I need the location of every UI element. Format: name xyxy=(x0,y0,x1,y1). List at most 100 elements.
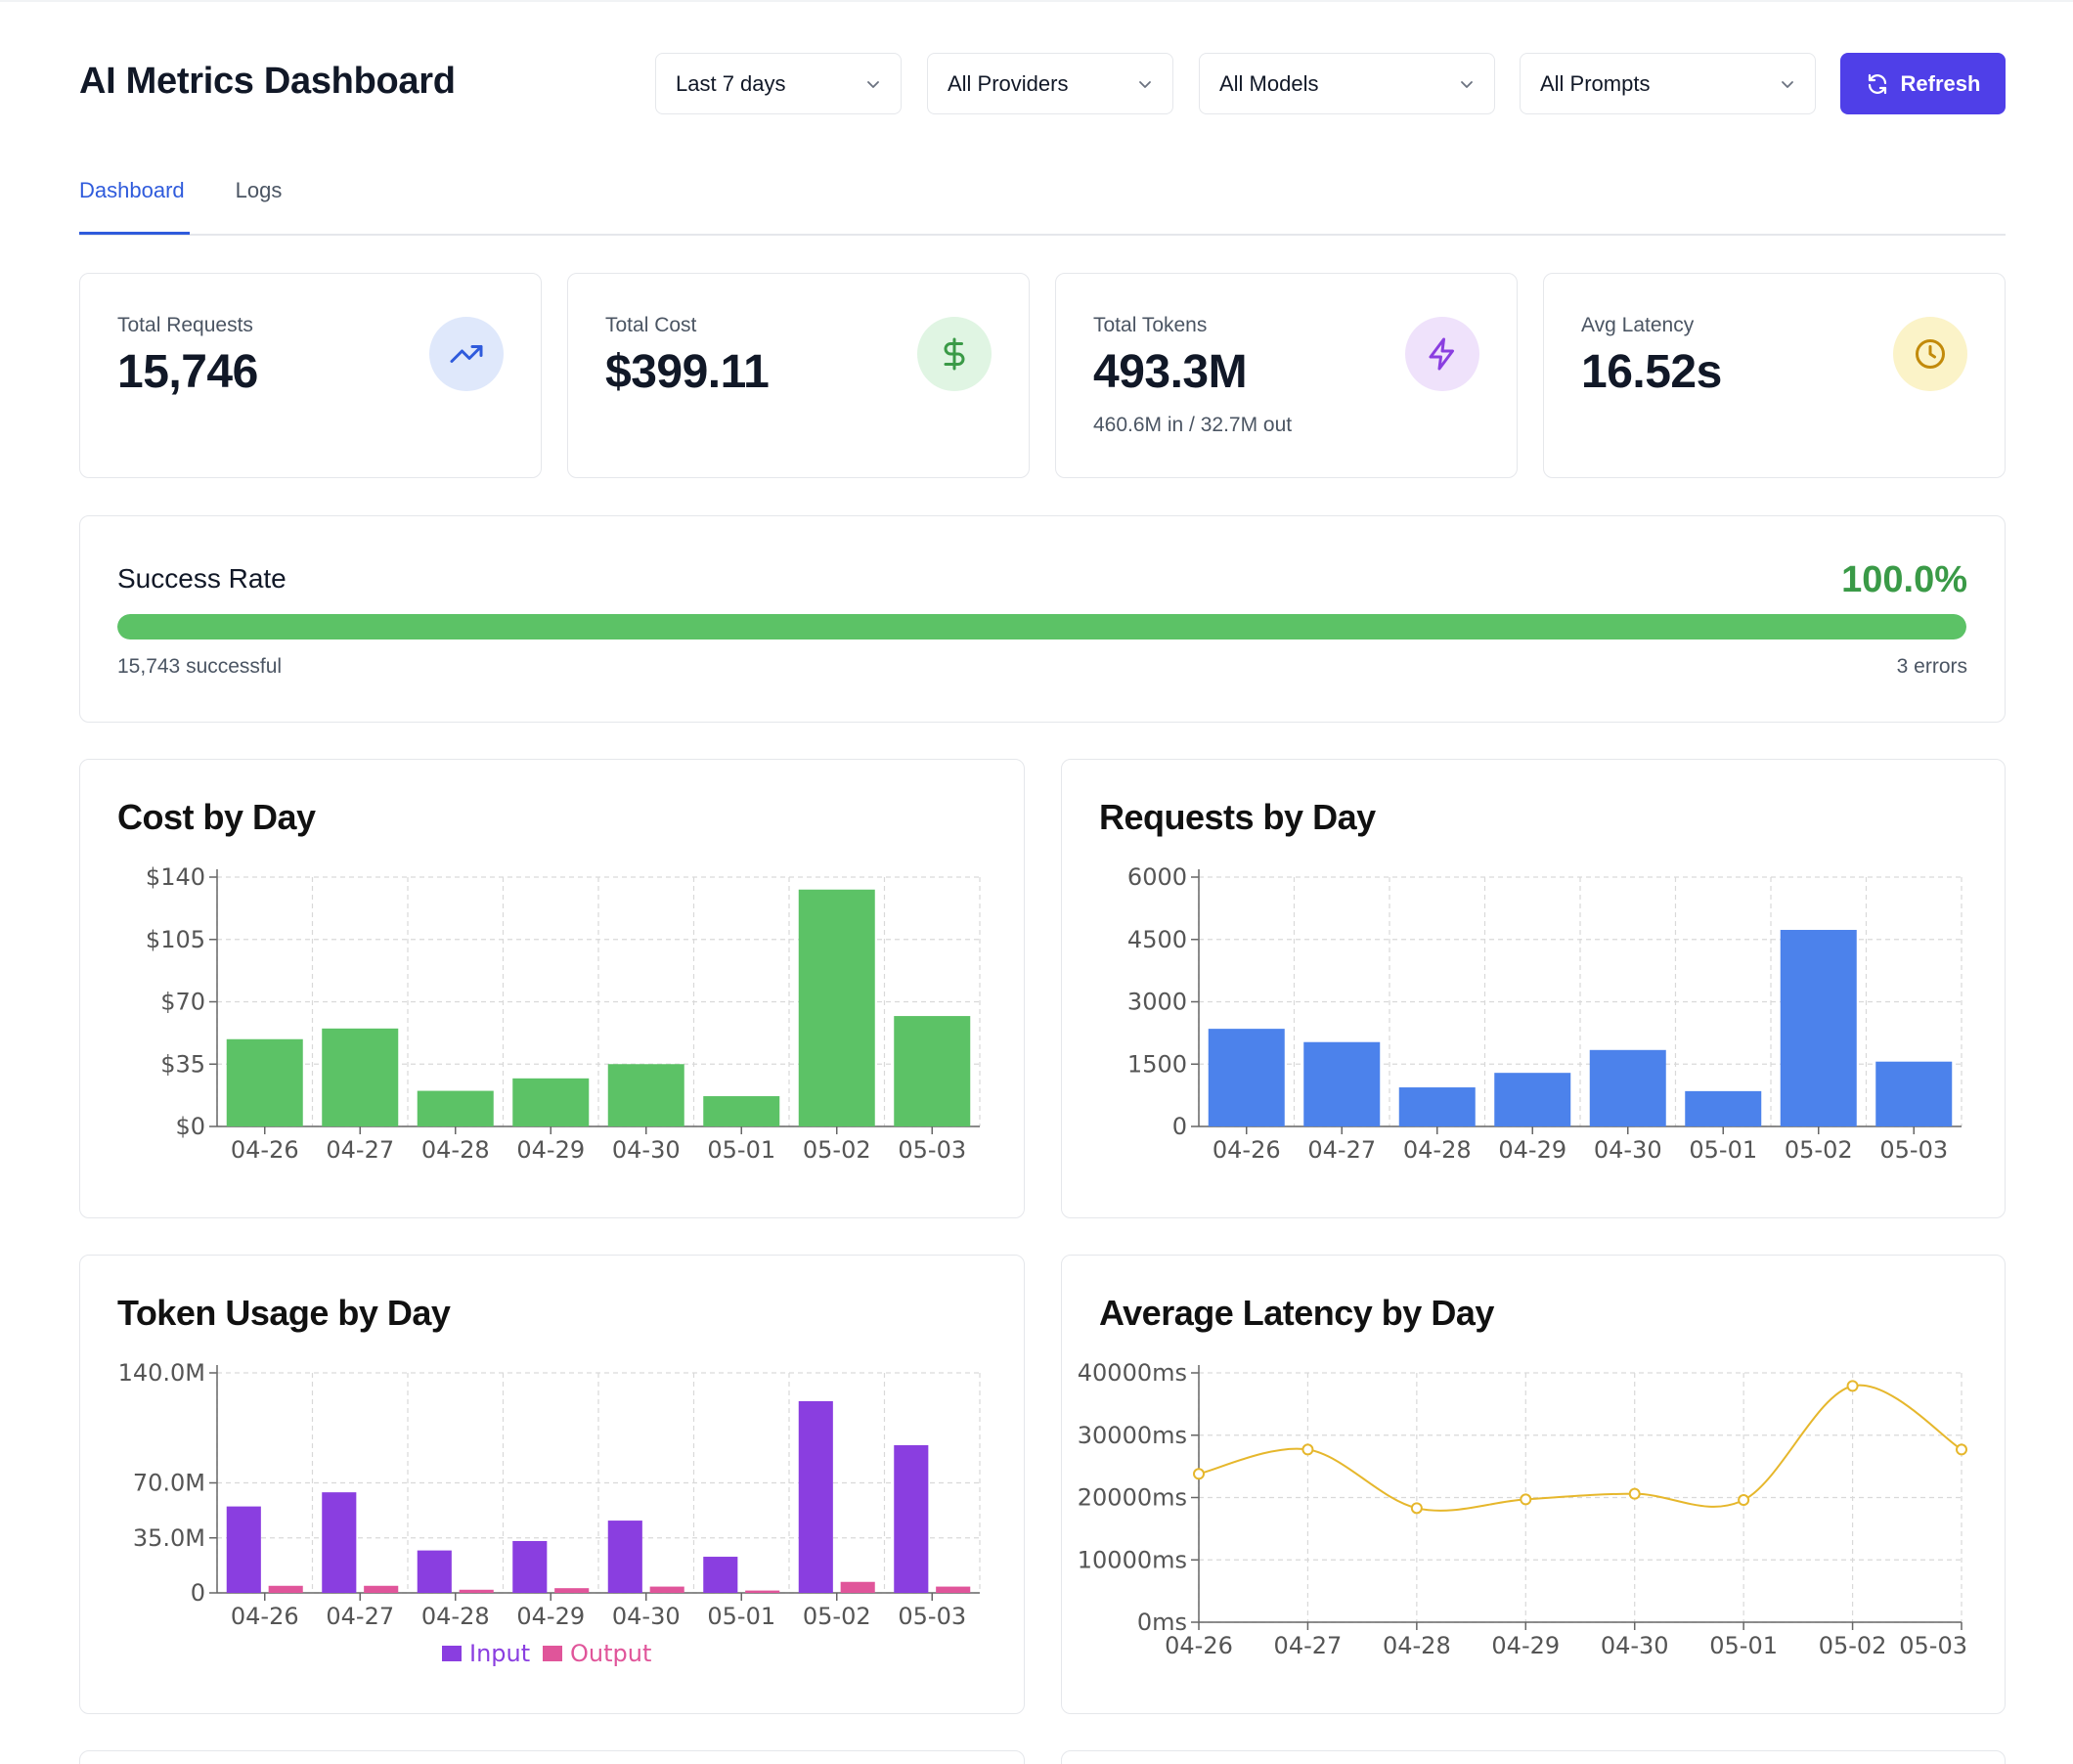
output-bar xyxy=(268,1585,303,1593)
bar xyxy=(322,1028,399,1126)
y-tick-label: 6000 xyxy=(1127,863,1187,891)
avg-latency-chart: 0ms 10000ms 20000ms 30000ms 40000ms 04-26 04-2… xyxy=(1078,1359,1967,1659)
chart-title: Cost by Day xyxy=(117,797,316,837)
input-bar xyxy=(512,1540,548,1593)
data-point xyxy=(1738,1494,1750,1507)
bar xyxy=(1780,929,1857,1126)
y-tick-label: $105 xyxy=(146,926,205,953)
x-tick-label: 04-29 xyxy=(516,1136,585,1164)
stat-label: Total Cost xyxy=(605,314,697,336)
x-tick-label: 05-02 xyxy=(803,1136,871,1164)
x-tick-label: 05-03 xyxy=(1879,1136,1948,1164)
chevron-down-icon xyxy=(867,80,879,88)
data-point xyxy=(1301,1443,1314,1456)
bar xyxy=(1589,1049,1666,1126)
x-tick-label: 04-28 xyxy=(1403,1136,1472,1164)
x-tick-label: 05-02 xyxy=(803,1603,871,1630)
bar xyxy=(1208,1029,1285,1126)
stat-value: $399.11 xyxy=(605,346,770,398)
input-bar xyxy=(607,1521,642,1593)
legend-label-input: Input xyxy=(469,1640,530,1667)
latency-line xyxy=(1198,1384,1963,1512)
output-bar xyxy=(649,1586,684,1593)
tab-divider xyxy=(79,234,2006,236)
bar xyxy=(798,889,875,1126)
x-tick-label: 04-26 xyxy=(1213,1136,1281,1164)
x-tick-label: 05-01 xyxy=(707,1136,775,1164)
x-tick-label: 05-03 xyxy=(1899,1632,1967,1659)
y-tick-label: 40000ms xyxy=(1078,1359,1187,1387)
page-title: AI Metrics Dashboard xyxy=(79,61,456,102)
stat-value: 493.3M xyxy=(1093,346,1248,398)
y-tick-label: 1500 xyxy=(1127,1050,1187,1078)
chevron-down-icon xyxy=(1461,80,1473,88)
success-rate-card: Success Rate 100.0% 15,743 successful 3 … xyxy=(79,515,2006,723)
output-bar xyxy=(840,1581,875,1593)
next-chart-card xyxy=(79,1750,1025,1764)
stat-label: Total Requests xyxy=(117,314,253,336)
data-point xyxy=(1628,1487,1641,1500)
x-tick-label: 04-27 xyxy=(326,1603,394,1630)
date-range-value: Last 7 days xyxy=(676,70,786,96)
x-tick-label: 04-27 xyxy=(1274,1632,1343,1659)
date-range-select[interactable]: Last 7 days xyxy=(655,53,902,114)
clock-icon xyxy=(1893,317,1967,391)
x-tick-label: 04-29 xyxy=(516,1603,585,1630)
model-select[interactable]: All Models xyxy=(1199,53,1495,114)
bar xyxy=(703,1096,780,1126)
y-tick-label: 3000 xyxy=(1127,989,1187,1016)
chevron-down-icon xyxy=(1782,80,1793,88)
bar xyxy=(226,1038,303,1126)
data-point xyxy=(1956,1443,1967,1456)
input-bar xyxy=(417,1550,452,1593)
bar xyxy=(1685,1090,1762,1126)
input-bar xyxy=(703,1557,738,1593)
y-tick-label: 0 xyxy=(1172,1113,1187,1140)
refresh-icon xyxy=(1868,73,1886,94)
success-rate-value: 100.0% xyxy=(1841,559,1967,600)
tab-dashboard[interactable]: Dashboard xyxy=(79,178,185,202)
prompt-select[interactable]: All Prompts xyxy=(1520,53,1816,114)
bar xyxy=(1303,1041,1381,1126)
bar xyxy=(417,1090,494,1126)
x-tick-label: 05-03 xyxy=(898,1603,966,1630)
legend-swatch-input xyxy=(442,1646,462,1661)
tab-logs[interactable]: Logs xyxy=(235,178,283,202)
stat-value: 15,746 xyxy=(117,346,258,398)
success-rate-bar xyxy=(117,614,1966,639)
data-point xyxy=(1410,1502,1423,1515)
output-bar xyxy=(745,1590,780,1593)
x-tick-label: 04-30 xyxy=(1594,1136,1662,1164)
x-tick-label: 04-29 xyxy=(1491,1632,1560,1659)
zap-icon xyxy=(1405,317,1479,391)
x-tick-label: 05-02 xyxy=(1819,1632,1887,1659)
input-bar xyxy=(226,1506,261,1593)
avg-latency-chart-card: Average Latency by Day 0ms 10000ms 20000ms… xyxy=(1061,1255,2006,1714)
y-tick-label: 140.0M xyxy=(118,1359,205,1387)
active-tab-indicator xyxy=(79,232,190,235)
stat-label: Avg Latency xyxy=(1581,314,1695,336)
x-tick-label: 05-01 xyxy=(707,1603,775,1630)
refresh-button[interactable]: Refresh xyxy=(1840,53,2006,114)
bar xyxy=(894,1016,971,1126)
legend-label-output: Output xyxy=(570,1640,651,1667)
success-rate-fill xyxy=(117,614,1966,639)
token-usage-card: Token Usage by Day 0 35.0M 70.0M 140.0M Inpu… xyxy=(79,1255,1025,1714)
y-tick-label: 20000ms xyxy=(1078,1484,1187,1512)
chart-title: Average Latency by Day xyxy=(1099,1293,1494,1333)
y-tick-label: $0 xyxy=(175,1113,205,1140)
x-tick-label: 04-27 xyxy=(1307,1136,1376,1164)
refresh-label: Refresh xyxy=(1900,70,1981,96)
y-tick-label: 0ms xyxy=(1137,1609,1187,1636)
chevron-down-icon xyxy=(1139,80,1151,88)
x-tick-label: 04-26 xyxy=(1165,1632,1233,1659)
provider-value: All Providers xyxy=(948,70,1069,96)
chart-title: Token Usage by Day xyxy=(117,1293,451,1333)
provider-select[interactable]: All Providers xyxy=(927,53,1173,114)
x-tick-label: 04-27 xyxy=(326,1136,394,1164)
bar xyxy=(512,1078,590,1126)
x-tick-label: 04-26 xyxy=(231,1136,299,1164)
bar xyxy=(607,1064,684,1126)
total-cost-card: Total Cost $399.11 xyxy=(567,273,1030,478)
x-tick-label: 04-26 xyxy=(231,1603,299,1630)
